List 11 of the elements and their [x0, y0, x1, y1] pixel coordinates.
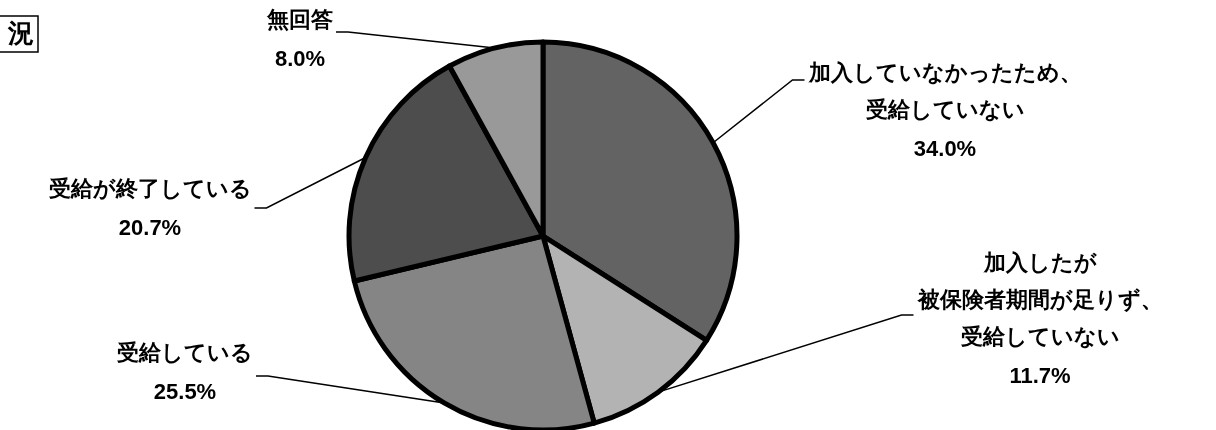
data-label: 34.0%	[913, 136, 977, 161]
data-label: 11.7%	[1009, 363, 1071, 388]
data-label: 25.5%	[153, 379, 217, 404]
slice-label: 加入していなかったため、受給していない	[807, 60, 1082, 122]
chart-title: 況	[7, 18, 34, 48]
data-label: 20.7%	[118, 215, 182, 240]
slice-label: 受給している	[117, 340, 253, 365]
slice-label: 加入したが被保険者期間が足りず、受給していない	[916, 250, 1163, 349]
slice-label: 無回答	[266, 7, 333, 32]
slice-label: 受給が終了している	[48, 176, 252, 201]
data-label: 8.0%	[274, 46, 326, 71]
